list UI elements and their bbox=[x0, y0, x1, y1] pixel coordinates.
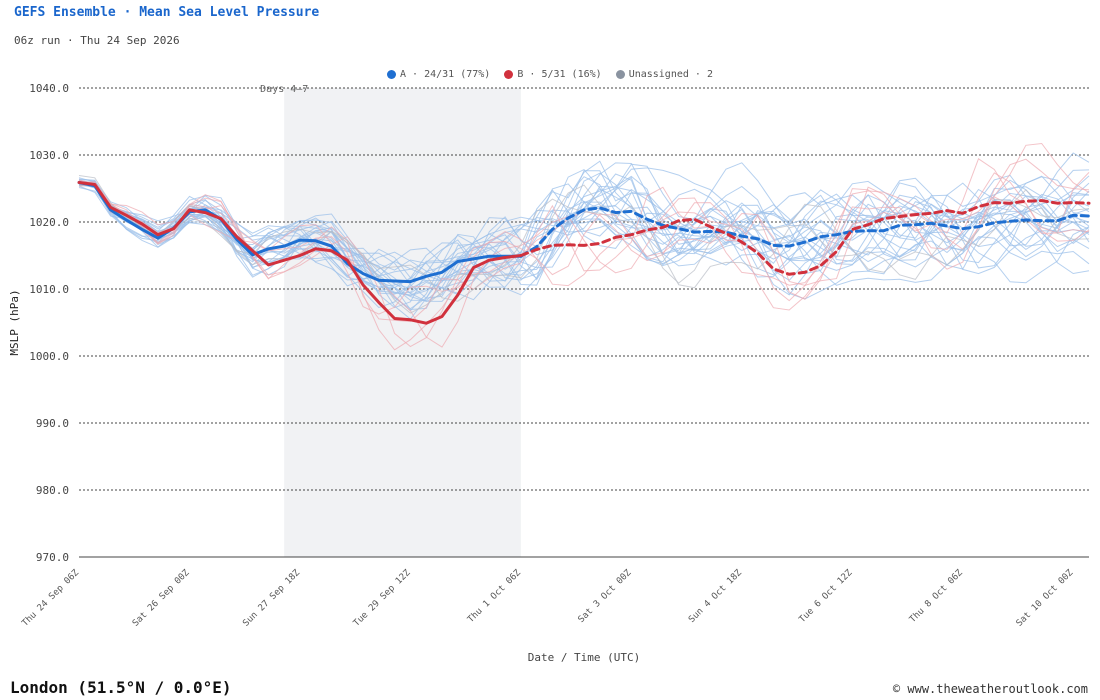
highlight-band bbox=[284, 88, 521, 557]
y-tick-label: 970.0 bbox=[36, 551, 69, 564]
legend-label-b: B · 5/31 (16%) bbox=[517, 69, 602, 80]
legend-dot-b bbox=[504, 70, 514, 79]
ensemble-member-line bbox=[78, 152, 1090, 280]
ensemble-member-line bbox=[78, 176, 1090, 301]
pressure-chart: Days 4–7 970.0 980.0 990.0 1000.0 1010.0 1020.… bbox=[8, 82, 1091, 629]
y-tick-label: 1030.0 bbox=[29, 149, 69, 162]
cluster-b-mean-line-dashed bbox=[519, 199, 1091, 276]
x-tick-label: Tue 29 Sep 12Z bbox=[352, 568, 413, 629]
legend-label-unassigned: Unassigned · 2 bbox=[628, 69, 713, 80]
chart-title: GEFS Ensemble · Mean Sea Level Pressure bbox=[14, 5, 320, 20]
cluster-a-mean-line-dashed bbox=[519, 206, 1091, 258]
y-tick-label: 1000.0 bbox=[29, 350, 69, 363]
y-tick-label: 1040.0 bbox=[29, 82, 69, 95]
ensemble-member-line bbox=[78, 179, 1090, 297]
ensemble-member-line bbox=[78, 170, 1090, 282]
x-tick-label: Sun 4 Oct 18Z bbox=[687, 568, 744, 625]
y-tick-label: 1020.0 bbox=[29, 216, 69, 229]
x-tick-label: Sat 3 Oct 00Z bbox=[577, 568, 634, 625]
ensemble-member-line bbox=[78, 142, 1090, 351]
location-label: London (51.5°N / 0.0°E) bbox=[10, 678, 232, 697]
ensemble-member-line bbox=[78, 184, 1090, 302]
legend-item-b[interactable]: B · 5/31 (16%) bbox=[504, 69, 602, 80]
cluster-b-mean-line-solid bbox=[77, 181, 523, 325]
x-tick-label: Sat 26 Sep 00Z bbox=[131, 568, 192, 629]
credit-text: © www.theweatheroutlook.com bbox=[892, 682, 1088, 696]
legend-item-a[interactable]: A · 24/31 (77%) bbox=[387, 69, 490, 80]
x-tick-label: Sun 27 Sep 18Z bbox=[241, 568, 302, 629]
y-axis-title: MSLP (hPa) bbox=[8, 289, 21, 355]
x-tick-label: Tue 6 Oct 12Z bbox=[798, 568, 855, 625]
cluster-a-mean-line-solid bbox=[77, 181, 523, 284]
y-tick-label: 1010.0 bbox=[29, 283, 69, 296]
legend-dot-a bbox=[387, 70, 397, 79]
x-axis-title: Date / Time (UTC) bbox=[527, 651, 641, 664]
legend: A · 24/31 (77%) B · 5/31 (16%) Unassigne… bbox=[0, 69, 1100, 82]
y-tick-label: 990.0 bbox=[36, 417, 69, 430]
legend-label-a: A · 24/31 (77%) bbox=[400, 69, 491, 80]
x-tick-label: Thu 24 Sep 06Z bbox=[20, 568, 81, 629]
x-tick-label: Thu 8 Oct 06Z bbox=[908, 568, 965, 625]
ensemble-member-line bbox=[78, 179, 1090, 348]
ensemble-member-line bbox=[78, 172, 1090, 289]
ensemble-member-line bbox=[78, 175, 1090, 314]
highlight-label: Days 4–7 bbox=[260, 84, 308, 95]
legend-item-unassigned[interactable]: Unassigned · 2 bbox=[615, 69, 713, 80]
x-tick-label: Sat 10 Oct 00Z bbox=[1015, 568, 1076, 629]
x-tick-label: Thu 1 Oct 06Z bbox=[466, 568, 523, 625]
y-tick-label: 980.0 bbox=[36, 484, 69, 497]
run-subtitle: 06z run · Thu 24 Sep 2026 bbox=[14, 34, 180, 47]
legend-dot-unassigned bbox=[615, 70, 625, 79]
ensemble-member-line bbox=[78, 175, 1090, 310]
